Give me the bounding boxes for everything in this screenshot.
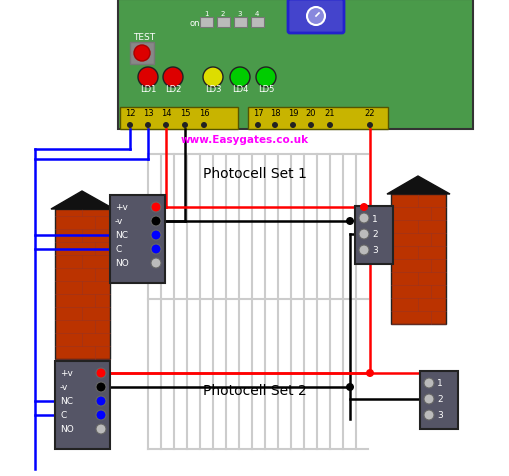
Circle shape	[272, 123, 278, 129]
Text: 17: 17	[252, 109, 263, 118]
Text: 14: 14	[161, 109, 171, 118]
Text: 2: 2	[372, 230, 378, 239]
Circle shape	[134, 46, 150, 62]
Text: -v: -v	[60, 383, 68, 392]
Text: NO: NO	[115, 259, 129, 268]
Circle shape	[151, 203, 161, 213]
Text: Photocell Set 2: Photocell Set 2	[203, 383, 307, 397]
Text: LD5: LD5	[258, 85, 274, 94]
Bar	[200, 18, 213, 28]
Text: LD4: LD4	[232, 85, 248, 94]
Circle shape	[230, 68, 250, 88]
Bar	[55, 361, 110, 449]
Circle shape	[182, 123, 188, 129]
Circle shape	[327, 123, 333, 129]
Circle shape	[151, 258, 161, 268]
Text: 12: 12	[125, 109, 135, 118]
Text: 13: 13	[143, 109, 153, 118]
Text: 2: 2	[221, 11, 225, 17]
Bar	[120, 108, 238, 130]
Circle shape	[424, 394, 434, 404]
Circle shape	[359, 214, 369, 224]
Text: 2: 2	[437, 395, 443, 404]
Circle shape	[367, 123, 373, 129]
Text: C: C	[60, 411, 66, 420]
Circle shape	[360, 204, 368, 211]
Bar	[118, 0, 473, 130]
Text: 3: 3	[437, 411, 443, 420]
Text: 22: 22	[365, 109, 375, 118]
Bar	[248, 108, 388, 130]
Text: 3: 3	[238, 11, 242, 17]
Circle shape	[256, 68, 276, 88]
Circle shape	[163, 68, 183, 88]
Circle shape	[424, 410, 434, 420]
Text: C: C	[115, 245, 121, 254]
Circle shape	[151, 217, 161, 227]
FancyBboxPatch shape	[288, 0, 344, 34]
Circle shape	[163, 123, 169, 129]
Text: 19: 19	[288, 109, 298, 118]
Text: 18: 18	[270, 109, 280, 118]
Circle shape	[138, 68, 158, 88]
Circle shape	[346, 383, 354, 391]
Circle shape	[308, 123, 314, 129]
Text: 16: 16	[199, 109, 209, 118]
Circle shape	[145, 123, 151, 129]
Circle shape	[290, 123, 296, 129]
Text: 21: 21	[325, 109, 335, 118]
Bar	[217, 18, 230, 28]
Circle shape	[346, 218, 354, 226]
Circle shape	[424, 378, 434, 388]
Text: 1: 1	[372, 214, 378, 223]
Text: TEST: TEST	[133, 33, 155, 42]
Text: 1: 1	[204, 11, 208, 17]
Circle shape	[359, 246, 369, 256]
Bar	[251, 18, 264, 28]
Text: LD3: LD3	[205, 85, 221, 94]
Text: 15: 15	[180, 109, 190, 118]
Text: 3: 3	[372, 246, 378, 255]
Circle shape	[307, 8, 325, 26]
Text: LD2: LD2	[165, 85, 181, 94]
Circle shape	[127, 123, 133, 129]
Text: +v: +v	[115, 203, 128, 212]
Text: www.Easygates.co.uk: www.Easygates.co.uk	[181, 135, 309, 145]
Circle shape	[366, 369, 374, 377]
Bar	[130, 43, 154, 65]
Bar	[234, 18, 247, 28]
Circle shape	[255, 123, 261, 129]
Circle shape	[96, 396, 106, 406]
Circle shape	[96, 424, 106, 434]
Circle shape	[203, 68, 223, 88]
Text: +v: +v	[60, 369, 73, 378]
Text: LD1: LD1	[140, 85, 156, 94]
Text: -v: -v	[115, 217, 123, 226]
Text: Photocell Set 1: Photocell Set 1	[203, 167, 307, 180]
Bar	[55, 209, 110, 359]
Bar	[391, 195, 446, 324]
Text: NC: NC	[115, 231, 128, 240]
Circle shape	[96, 410, 106, 420]
Bar	[110, 196, 165, 283]
Circle shape	[151, 245, 161, 255]
Text: 1: 1	[437, 379, 443, 387]
Text: 4: 4	[255, 11, 259, 17]
Polygon shape	[51, 192, 114, 209]
Circle shape	[359, 229, 369, 239]
Bar	[355, 207, 393, 265]
Polygon shape	[387, 177, 450, 195]
Circle shape	[201, 123, 207, 129]
Text: NO: NO	[60, 425, 74, 434]
Text: on: on	[190, 19, 201, 28]
Circle shape	[96, 368, 106, 378]
Text: NC: NC	[60, 397, 73, 406]
Text: 20: 20	[306, 109, 316, 118]
Circle shape	[151, 230, 161, 240]
Bar	[420, 371, 458, 429]
Circle shape	[96, 382, 106, 392]
